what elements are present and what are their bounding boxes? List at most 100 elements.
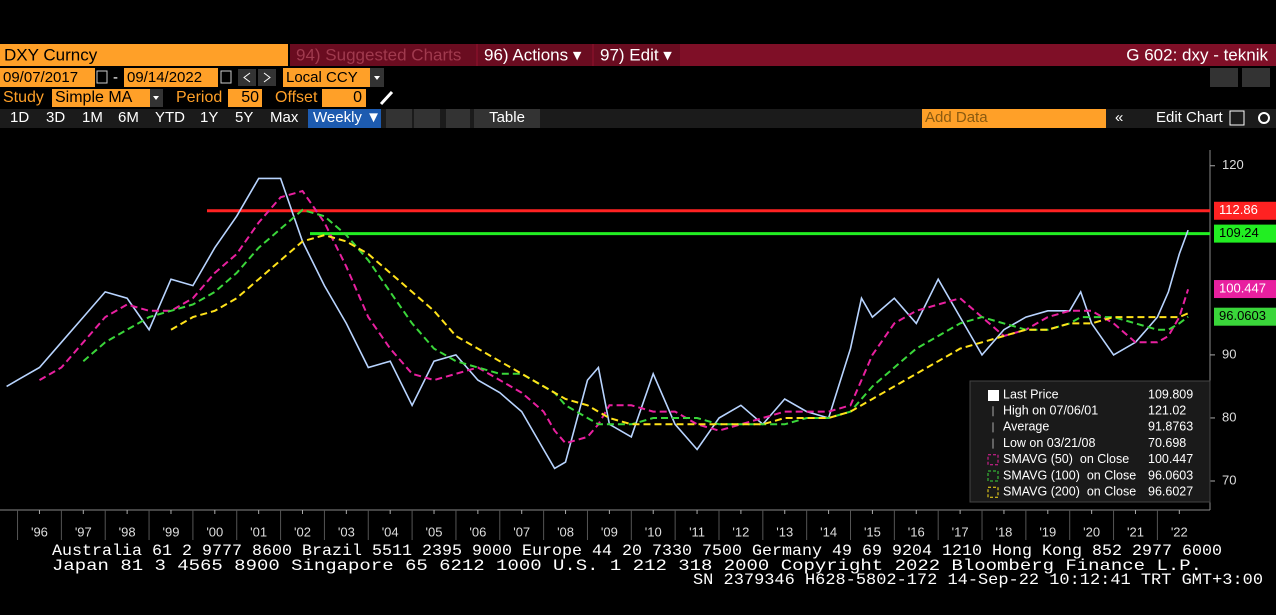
edit-chart[interactable]: Edit Chart	[1156, 109, 1224, 126]
range-button[interactable]: Max	[270, 109, 299, 126]
collapse-icon[interactable]: «	[1115, 109, 1123, 126]
menu-item-bg	[594, 44, 680, 66]
legend-label: SMAVG (100) on Close	[1003, 468, 1136, 482]
arrow-icon	[243, 72, 251, 83]
x-tick-label: '02	[294, 524, 311, 539]
undo-button[interactable]	[1210, 68, 1238, 87]
dropdown-icon	[153, 96, 159, 100]
y-tick-label: 80	[1222, 409, 1236, 424]
menu-item-bg	[290, 44, 476, 66]
gear-icon[interactable]	[1258, 112, 1270, 124]
settings-icon[interactable]	[1229, 110, 1245, 126]
range-button[interactable]: 3D	[46, 109, 65, 126]
menu-item[interactable]: 97) Edit ▾	[600, 45, 672, 64]
date-box[interactable]	[124, 68, 218, 87]
y-tick-label: 70	[1222, 472, 1236, 487]
range-button[interactable]: 1Y	[200, 109, 218, 126]
offset-box[interactable]	[322, 89, 366, 107]
y-tick-label: 90	[1222, 346, 1236, 361]
x-tick-label: '17	[952, 524, 969, 539]
menu-item[interactable]: 96) Actions ▾	[484, 45, 582, 64]
x-tick-label: '03	[338, 524, 355, 539]
legend-value: 109.809	[1148, 387, 1193, 401]
offset: 0	[353, 89, 362, 106]
line-type-button[interactable]	[386, 109, 412, 128]
x-tick-label: '06	[469, 524, 486, 539]
bar-type-button[interactable]	[414, 109, 440, 128]
legend-swatch	[988, 390, 999, 401]
x-tick-label: '15	[864, 524, 881, 539]
legend-label: SMAVG (200) on Close	[1003, 484, 1136, 498]
period-box[interactable]	[228, 89, 262, 107]
x-tick-label: '00	[206, 524, 223, 539]
range-button[interactable]: 1D	[10, 109, 29, 126]
x-tick-label: '13	[776, 524, 793, 539]
menu-item[interactable]: 94) Suggested Charts	[296, 45, 461, 64]
sma-line	[170, 234, 1189, 426]
prev-button[interactable]	[238, 69, 256, 86]
legend-label: Last Price	[1003, 387, 1059, 401]
legend-value: 96.0603	[1148, 468, 1193, 482]
legend-label: High on 07/06/01	[1003, 403, 1098, 417]
legend-value: 100.447	[1148, 452, 1193, 466]
range-buttons: 1D 3D 1M 6M YTD 1Y 5Y Max	[10, 109, 299, 126]
level-label: 112.86	[1219, 202, 1258, 217]
range-button[interactable]: 1M	[82, 109, 103, 126]
x-tick-label: '16	[908, 524, 925, 539]
x-tick-label: '96	[31, 524, 48, 539]
next-button[interactable]	[258, 69, 276, 86]
start-date: 09/07/2017	[3, 69, 78, 86]
calendar-icon[interactable]	[96, 70, 108, 84]
legend-swatch	[987, 486, 999, 498]
range-button[interactable]: 5Y	[235, 109, 253, 126]
date-separator: -	[113, 69, 118, 86]
more-button[interactable]	[446, 109, 470, 128]
level-label-box	[1214, 224, 1276, 243]
study-box[interactable]	[52, 89, 150, 107]
x-tick-label: '12	[732, 524, 749, 539]
last-value-box	[1214, 307, 1276, 326]
legend-swatch	[987, 470, 999, 482]
range-button[interactable]: YTD	[155, 109, 185, 126]
x-tick-label: '98	[119, 524, 136, 539]
redo-button[interactable]	[1242, 68, 1270, 87]
last-value-label: 96.0603	[1219, 308, 1266, 323]
y-tick-label: 120	[1222, 157, 1244, 172]
arrow-icon	[263, 72, 271, 83]
currency: Local CCY	[286, 69, 358, 86]
x-tick-label: '04	[382, 524, 399, 539]
interval-box[interactable]	[308, 109, 381, 128]
legend-label: Average	[1003, 420, 1049, 434]
chart: 70 80 90 120 '96 '97 '98 '99 '00 '01 '02 '03 '04 '05 '…	[0, 150, 1276, 540]
x-tick-label: '22	[1171, 524, 1188, 539]
table-button[interactable]	[474, 109, 540, 128]
last-value-label: 100.447	[1219, 280, 1266, 295]
ticker: DXY Curncy	[4, 45, 98, 64]
table: Table	[489, 109, 525, 126]
calendar-icon[interactable]	[220, 70, 232, 84]
x-tick-label: '10	[645, 524, 662, 539]
sma-line	[82, 208, 1189, 426]
legend: Last Price 109.809 High on 07/06/01 121.02 A…	[987, 387, 1193, 498]
footer-line: Australia 61 2 9777 8600 Brazil 5511 239…	[52, 542, 1222, 560]
x-tick-label: '01	[250, 524, 267, 539]
end-date: 09/14/2022	[127, 69, 202, 86]
legend-swatch	[987, 454, 999, 466]
x-tick-label: '19	[1039, 524, 1056, 539]
add-data: Add Data	[925, 109, 988, 126]
legend-value: 96.6027	[1148, 484, 1193, 498]
date-box[interactable]	[0, 68, 95, 87]
page-name: G 602: dxy - teknik	[1126, 45, 1268, 64]
pencil-icon[interactable]	[379, 90, 394, 106]
legend-value: 91.8763	[1148, 420, 1193, 434]
period: 50	[241, 89, 259, 106]
add-data-box[interactable]	[922, 109, 1106, 128]
currency-box[interactable]	[283, 68, 370, 87]
ticker-box[interactable]	[0, 44, 288, 66]
x-tick-label: '07	[513, 524, 530, 539]
range-button[interactable]: 6M	[118, 109, 139, 126]
level-label-box	[1214, 201, 1276, 220]
x-tick-label: '09	[601, 524, 618, 539]
